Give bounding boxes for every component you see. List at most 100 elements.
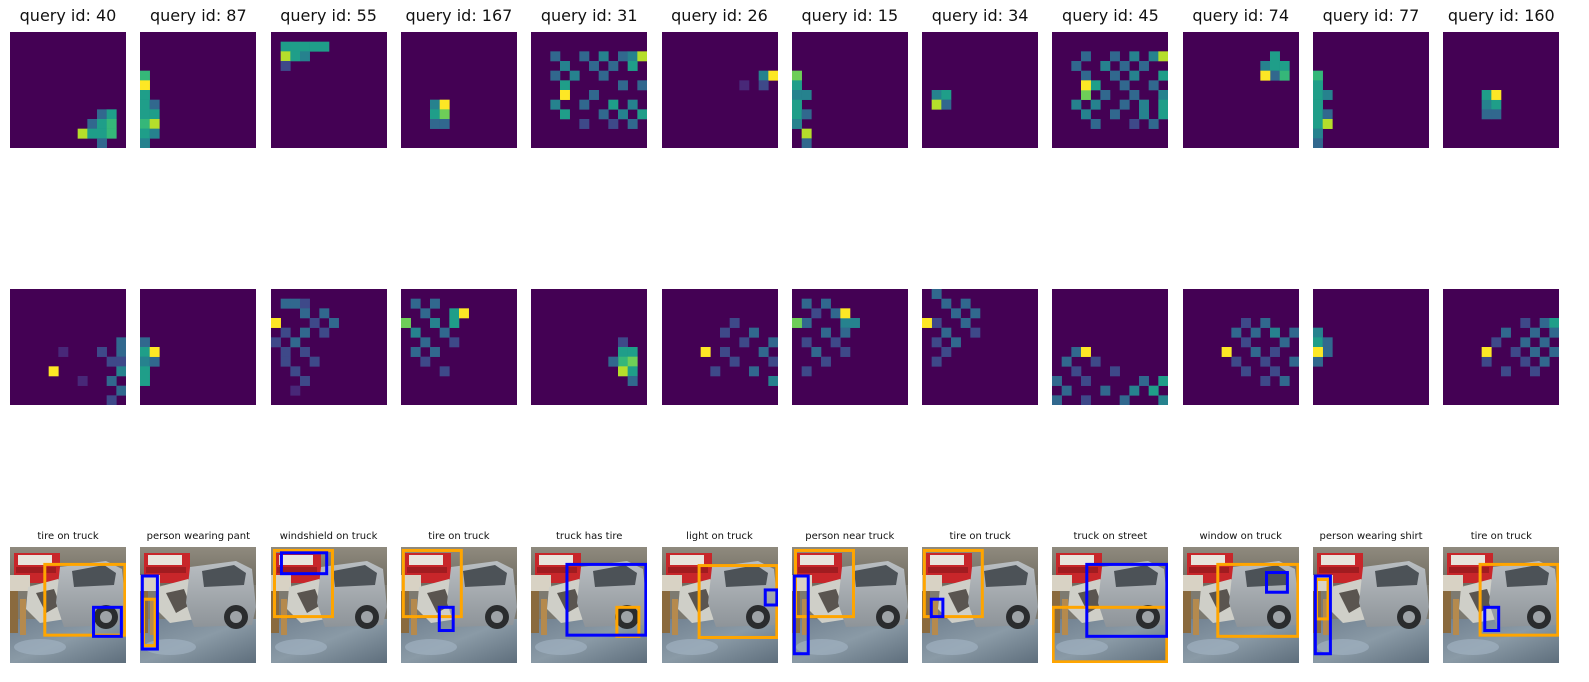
heat-cell bbox=[1501, 327, 1512, 338]
heat-cell bbox=[801, 138, 812, 148]
query-title: query id: 15 bbox=[801, 6, 899, 25]
heat-cell bbox=[1091, 99, 1102, 110]
subject-box bbox=[1313, 574, 1332, 656]
heat-cell bbox=[700, 347, 711, 357]
heat-cell bbox=[140, 119, 151, 129]
heat-cell bbox=[400, 318, 411, 328]
crash-scene-image bbox=[791, 547, 908, 663]
heat-cell bbox=[1269, 51, 1280, 62]
heat-cell bbox=[1322, 90, 1333, 100]
heat-cell bbox=[618, 356, 629, 367]
heat-cell bbox=[1501, 366, 1512, 377]
heat-cell bbox=[1158, 109, 1169, 120]
subject-box bbox=[565, 562, 648, 637]
attention-map-middle bbox=[791, 289, 908, 405]
attention-map-middle bbox=[140, 289, 257, 405]
heat-cell bbox=[1481, 109, 1492, 120]
heat-cell bbox=[637, 80, 648, 91]
heat-cell bbox=[748, 366, 759, 377]
heat-cell bbox=[931, 99, 942, 110]
heat-cell bbox=[830, 337, 841, 348]
query-title: query id: 55 bbox=[280, 6, 377, 25]
heat-cell bbox=[289, 51, 300, 62]
heat-cell bbox=[1071, 61, 1082, 71]
detection-image bbox=[791, 547, 908, 663]
heat-cell bbox=[309, 356, 320, 367]
relation-caption: tire on truck bbox=[949, 531, 1011, 542]
heat-cell bbox=[1322, 119, 1333, 129]
heat-cell bbox=[1110, 366, 1121, 377]
heat-cell bbox=[140, 70, 151, 81]
heat-cell bbox=[140, 376, 151, 386]
subject-box bbox=[929, 597, 945, 619]
attention-map-top bbox=[1313, 32, 1429, 148]
heat-cell bbox=[941, 347, 952, 357]
heat-cell bbox=[318, 41, 329, 52]
heat-cell bbox=[1481, 347, 1492, 357]
heat-cell bbox=[1052, 376, 1063, 386]
object-box bbox=[1478, 562, 1560, 637]
heat-cell bbox=[299, 347, 310, 357]
heat-cell bbox=[608, 99, 619, 110]
heat-cell bbox=[1260, 318, 1270, 328]
heat-cell bbox=[420, 356, 431, 367]
heat-cell bbox=[87, 119, 98, 129]
heat-cell bbox=[1071, 366, 1082, 377]
crash-scene-image bbox=[1313, 547, 1429, 663]
heat-cell bbox=[951, 308, 962, 319]
heat-cell bbox=[1322, 109, 1333, 120]
heat-cell bbox=[627, 51, 638, 62]
heat-cell bbox=[1091, 80, 1102, 91]
heat-cell bbox=[1520, 356, 1531, 367]
heat-cell bbox=[299, 41, 310, 52]
heat-cell bbox=[280, 356, 291, 367]
heat-cell bbox=[1158, 395, 1169, 405]
attention-map-top bbox=[1052, 32, 1169, 148]
detection-image bbox=[531, 547, 648, 663]
attention-map-middle bbox=[1052, 289, 1169, 405]
heat-cell bbox=[1481, 356, 1492, 367]
heat-cell bbox=[1313, 70, 1323, 81]
heat-cell bbox=[1313, 138, 1323, 148]
subject-box bbox=[792, 574, 810, 656]
heat-cell bbox=[280, 327, 291, 338]
query-column: query id: 34 tire on truck bbox=[922, 0, 1039, 682]
heat-cell bbox=[1129, 385, 1140, 396]
heat-cell bbox=[1279, 70, 1290, 81]
heat-cell bbox=[608, 61, 619, 71]
heat-cell bbox=[1120, 80, 1131, 91]
heat-cell bbox=[1269, 70, 1280, 81]
detection-image bbox=[1052, 547, 1169, 663]
heat-cell bbox=[429, 109, 440, 120]
heat-cell bbox=[1260, 61, 1270, 71]
attention-map-middle bbox=[922, 289, 1039, 405]
attention-map-top bbox=[140, 32, 257, 148]
heat-cell bbox=[931, 289, 942, 299]
heat-cell bbox=[1289, 327, 1299, 338]
query-title: query id: 167 bbox=[405, 6, 513, 25]
heat-cell bbox=[1530, 347, 1541, 357]
heat-cell bbox=[106, 119, 117, 129]
subject-box bbox=[1085, 562, 1169, 638]
heat-cell bbox=[1240, 366, 1251, 377]
heat-cell bbox=[1158, 376, 1169, 386]
query-column: query id: 26 light on truck bbox=[661, 0, 778, 682]
heat-cell bbox=[116, 356, 126, 367]
query-column: query id: 167 tire on truck bbox=[400, 0, 517, 682]
heat-cell bbox=[280, 41, 291, 52]
heat-cell bbox=[429, 298, 440, 309]
crash-scene-image bbox=[661, 547, 778, 663]
heat-cell bbox=[791, 80, 802, 91]
heat-cell bbox=[1110, 51, 1121, 62]
heat-cell bbox=[1289, 356, 1299, 367]
heat-cell bbox=[1481, 90, 1492, 100]
heat-cell bbox=[1100, 385, 1111, 396]
heat-cell bbox=[569, 70, 580, 81]
detection-image bbox=[661, 547, 778, 663]
attention-map-top bbox=[1182, 32, 1299, 148]
attention-map-top bbox=[922, 32, 1039, 148]
heat-cell bbox=[1549, 327, 1560, 338]
heat-cell bbox=[1129, 119, 1140, 129]
heat-cell bbox=[1149, 80, 1160, 91]
heat-cell bbox=[289, 385, 300, 396]
